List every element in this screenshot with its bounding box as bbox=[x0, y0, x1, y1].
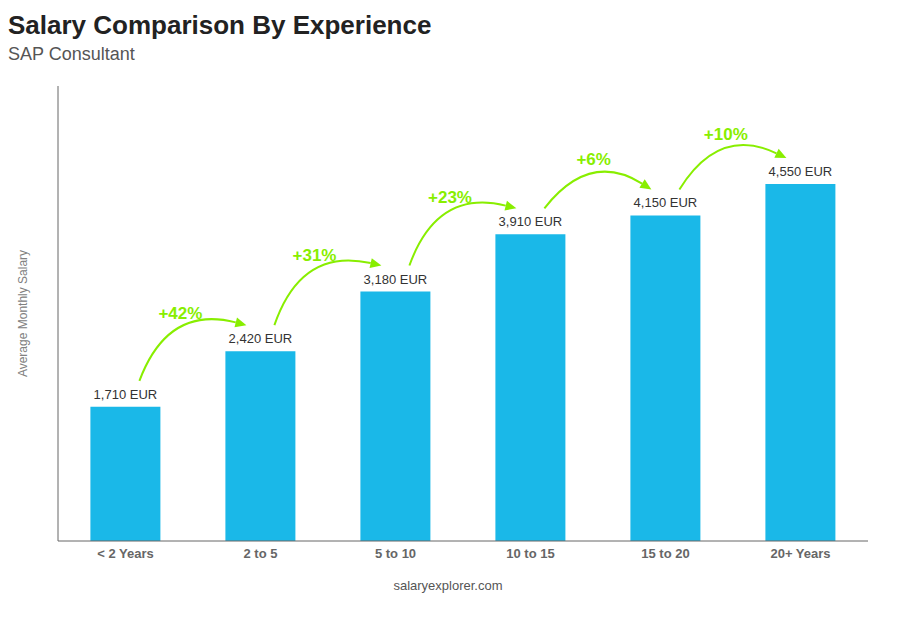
svg-text:+42%: +42% bbox=[158, 304, 202, 323]
svg-text:2,420 EUR: 2,420 EUR bbox=[229, 331, 293, 346]
svg-text:+23%: +23% bbox=[428, 188, 472, 207]
svg-text:5 to 10: 5 to 10 bbox=[375, 546, 416, 561]
svg-text:+31%: +31% bbox=[293, 246, 337, 265]
svg-text:3,180 EUR: 3,180 EUR bbox=[364, 272, 428, 287]
svg-text:4,150 EUR: 4,150 EUR bbox=[634, 195, 698, 210]
svg-text:+6%: +6% bbox=[576, 150, 611, 169]
svg-text:20+ Years: 20+ Years bbox=[770, 546, 830, 561]
svg-text:15 to 20: 15 to 20 bbox=[641, 546, 689, 561]
html-text:SAP Consultant: SAP Consultant bbox=[8, 44, 135, 64]
svg-text:1,710 EUR: 1,710 EUR bbox=[94, 387, 158, 402]
svg-text:10 to 15: 10 to 15 bbox=[506, 546, 554, 561]
html-text:salaryexplorer.com: salaryexplorer.com bbox=[393, 578, 503, 593]
svg-text:< 2 Years: < 2 Years bbox=[97, 546, 154, 561]
svg-text:3,910 EUR: 3,910 EUR bbox=[499, 214, 563, 229]
svg-text:+10%: +10% bbox=[704, 125, 748, 144]
svg-text:2 to 5: 2 to 5 bbox=[244, 546, 278, 561]
html-text:Salary Comparison By Experienc: Salary Comparison By Experience bbox=[8, 10, 432, 40]
svg-text:Average Monthly Salary: Average Monthly Salary bbox=[16, 250, 30, 377]
svg-text:4,550 EUR: 4,550 EUR bbox=[769, 164, 833, 179]
